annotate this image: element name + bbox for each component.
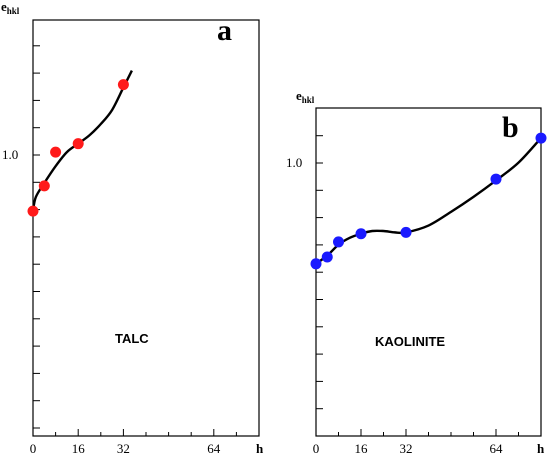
- data-point-4: [117, 79, 129, 91]
- data-point-0: [27, 205, 39, 217]
- panel-b-ylabel-sub: hkl: [302, 95, 315, 105]
- data-point-2: [50, 146, 62, 158]
- panel-b-fit-curve: [315, 137, 542, 265]
- panel-a-ylabel-sub: hkl: [7, 6, 20, 16]
- data-point-1: [321, 251, 333, 263]
- panel-a-x-ticks: 0 16 32 64: [30, 429, 237, 456]
- panel-b-xlabel: h: [537, 441, 545, 456]
- panel-a-ylabel: ehkl: [1, 0, 20, 16]
- panel-a-xlabel: h: [256, 441, 264, 456]
- panel-a-data-points: [27, 79, 129, 217]
- x-tick-label-0: 0: [30, 441, 37, 456]
- panel-a-letter: a: [217, 14, 232, 47]
- data-point-0: [310, 258, 322, 270]
- panel-b-ylabel: ehkl: [296, 88, 315, 105]
- x-tick-label-64: 64: [490, 441, 504, 456]
- data-point-5: [490, 173, 502, 185]
- data-point-3: [72, 138, 84, 150]
- data-point-4: [400, 226, 412, 238]
- panel-a-ytick-label: 1.0: [2, 147, 18, 162]
- panel-b-data-points: [310, 132, 547, 270]
- x-tick-label-16: 16: [72, 441, 86, 456]
- panel-b-ytick-label: 1.0: [286, 155, 302, 170]
- panel-b-letter: b: [502, 111, 519, 144]
- panel-a-annotation: TALC: [115, 331, 149, 346]
- data-point-6: [535, 132, 547, 144]
- panel-a-frame: [32, 19, 260, 437]
- x-tick-label-16: 16: [355, 441, 369, 456]
- x-tick-label-0: 0: [313, 441, 320, 456]
- x-tick-label-32: 32: [117, 441, 130, 456]
- data-point-3: [355, 228, 367, 240]
- panel-b-x-ticks: 0 16 32 64: [313, 429, 519, 456]
- data-point-2: [333, 236, 344, 248]
- x-tick-label-64: 64: [207, 441, 221, 456]
- panel-a-y-ticks: [33, 45, 40, 429]
- panel-b-annotation: KAOLINITE: [375, 334, 445, 349]
- data-point-1: [38, 180, 50, 192]
- panel-a-ylabel-main: e: [1, 0, 7, 14]
- panel-b-y-ticks: [316, 135, 323, 410]
- panel-a-talc: 0 16 32 64 ehkl h 1.0 a TALC: [1, 0, 264, 456]
- panel-b-kaolinite: 0 16 32 64 ehkl h 1.0 b KAOLINITE: [286, 88, 547, 456]
- panel-b-frame: [315, 107, 542, 437]
- x-tick-label-32: 32: [400, 441, 413, 456]
- panel-b-ylabel-main: e: [296, 88, 302, 103]
